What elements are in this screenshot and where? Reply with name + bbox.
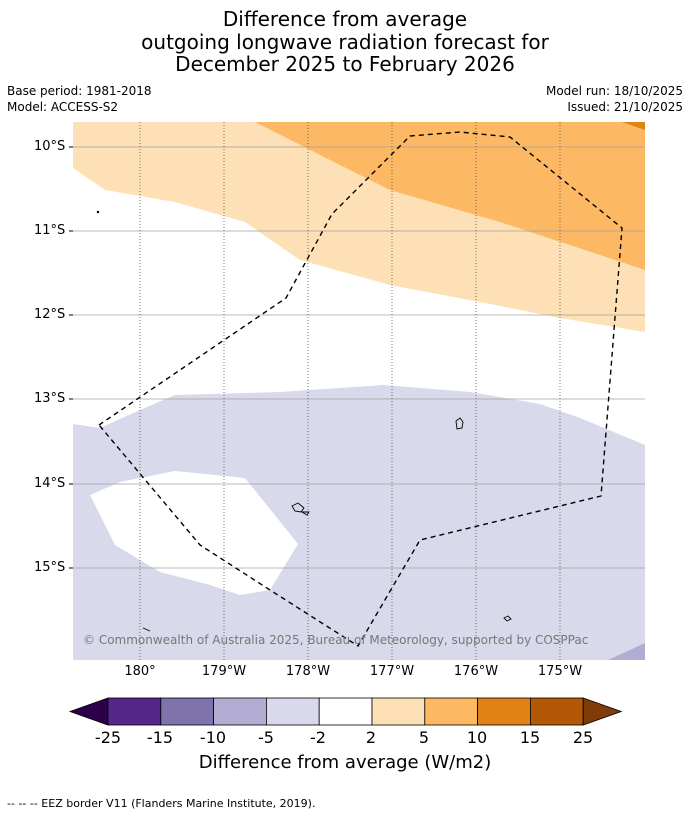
colorbar-segment xyxy=(477,697,531,726)
island-outline xyxy=(300,511,310,516)
lat-label: 14°S xyxy=(34,476,66,491)
island-dot xyxy=(96,210,100,214)
model-name: Model: ACCESS-S2 xyxy=(7,99,119,114)
colorbar-tick-label: 5 xyxy=(418,728,430,747)
latitude-gridlines xyxy=(73,146,645,569)
lat-label: 10°S xyxy=(34,139,66,154)
lat-ticks xyxy=(69,146,73,569)
lat-label: 15°S xyxy=(34,560,66,575)
base-period: Base period: 1981-2018 xyxy=(7,84,152,98)
colorbar-tick-label: -5 xyxy=(258,728,274,747)
colorbar-title: Difference from average (W/m2) xyxy=(198,752,492,773)
title-line-1: Difference from average xyxy=(222,7,468,31)
colorbar-tick-label: 25 xyxy=(572,728,594,747)
lon-label: 179°W xyxy=(201,664,247,679)
lon-label: 175°W xyxy=(537,664,583,679)
colorbar-tick-label: 10 xyxy=(466,728,488,747)
title-line-2: outgoing longwave radiation forecast for xyxy=(141,29,549,54)
lat-label: 12°S xyxy=(34,307,66,322)
lon-label: 180° xyxy=(124,664,156,679)
title-line-3: December 2025 to February 2026 xyxy=(175,52,515,76)
colorbar-segment xyxy=(318,697,373,726)
island-outline xyxy=(142,627,151,632)
island-outline xyxy=(503,615,512,622)
colorbar-segment xyxy=(424,697,478,726)
anomaly-region-dark-orange xyxy=(622,122,645,130)
island-outline xyxy=(291,502,305,513)
colorbar-tick-label: -15 xyxy=(146,728,174,747)
lon-label: 177°W xyxy=(369,664,415,679)
colorbar-segment xyxy=(371,697,426,726)
lon-label: 176°W xyxy=(453,664,499,679)
lat-label: 13°S xyxy=(34,391,66,406)
island-outline xyxy=(455,417,464,430)
colorbar-tick-label: -2 xyxy=(310,728,326,747)
lon-label: 178°W xyxy=(285,664,331,679)
colorbar-tick-label: -25 xyxy=(94,728,122,747)
map-plot-area xyxy=(73,122,645,660)
colorbar-segment xyxy=(530,697,584,726)
copyright-notice: © Commonwealth of Australia 2025, Bureau… xyxy=(83,633,589,647)
colorbar-segment xyxy=(265,697,320,726)
colorbar-segment xyxy=(160,697,215,726)
islands xyxy=(96,210,512,632)
colorbar-extend-high xyxy=(582,697,623,726)
colorbar-segment xyxy=(213,697,267,726)
colorbar xyxy=(68,697,623,726)
near-average-region xyxy=(90,471,298,595)
colorbar-tick-label: -10 xyxy=(199,728,227,747)
anomaly-region-mid-purple xyxy=(608,643,645,660)
colorbar-segment xyxy=(107,697,162,726)
anomaly-region-light-purple xyxy=(73,385,645,660)
map-title: Difference from average outgoing longwav… xyxy=(0,8,690,76)
issued-date: Issued: 21/10/2025 xyxy=(567,99,683,114)
meta-right: Model run: 18/10/2025 Issued: 21/10/2025 xyxy=(546,84,683,115)
eez-legend-note: -- -- -- EEZ border V11 (Flanders Marine… xyxy=(7,797,316,810)
anomaly-region-mid-orange xyxy=(255,122,645,270)
eez-border xyxy=(97,131,623,647)
colorbar-tick-label: 2 xyxy=(365,728,377,747)
colorbar-tick-label: 15 xyxy=(519,728,541,747)
meta-left: Base period: 1981-2018 Model: ACCESS-S2 xyxy=(7,84,152,115)
model-run: Model run: 18/10/2025 xyxy=(545,84,683,98)
lat-label: 11°S xyxy=(34,223,66,238)
colorbar-extend-low xyxy=(68,697,109,726)
